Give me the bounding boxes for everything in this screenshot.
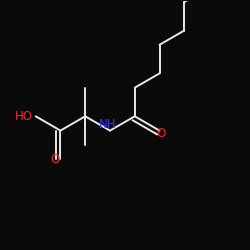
Text: O: O bbox=[50, 153, 59, 166]
Text: O: O bbox=[156, 127, 165, 140]
Text: NH: NH bbox=[99, 118, 117, 131]
Text: HO: HO bbox=[15, 110, 33, 123]
